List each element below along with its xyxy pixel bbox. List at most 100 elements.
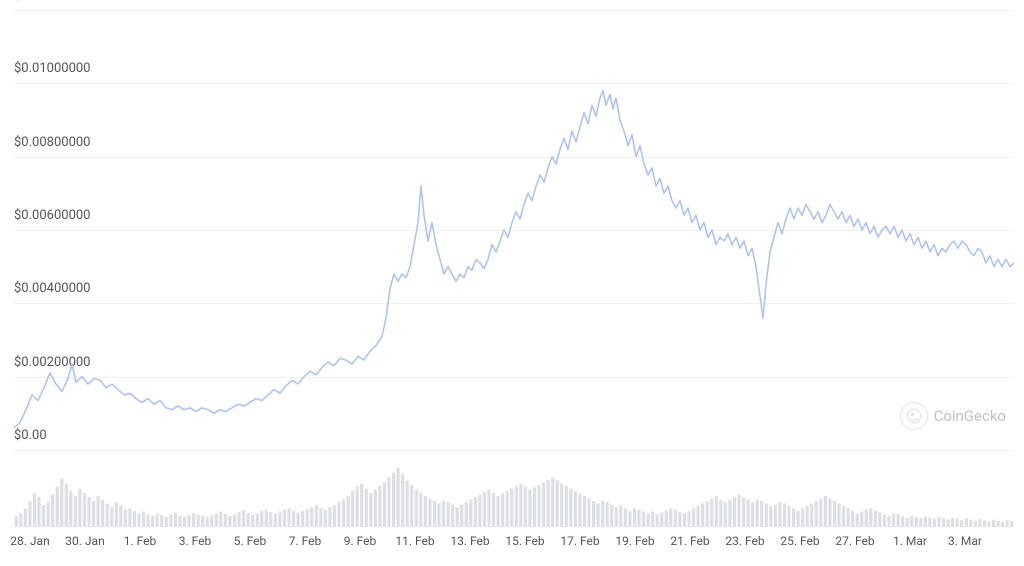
- volume-bar: [928, 518, 931, 527]
- volume-bar: [601, 501, 604, 527]
- volume-bar: [937, 517, 940, 527]
- volume-bar: [428, 499, 431, 527]
- volume-bar: [778, 502, 781, 527]
- volume-bar: [565, 486, 568, 527]
- volume-bar: [374, 490, 377, 527]
- volume-bar: [278, 512, 281, 528]
- volume-bar: [769, 506, 772, 527]
- volume-bar: [65, 484, 68, 527]
- volume-bar: [742, 497, 745, 527]
- volume-bar: [783, 503, 786, 527]
- x-tick-label: 25. Feb: [780, 534, 819, 548]
- volume-bar: [574, 491, 577, 527]
- volume-bar: [447, 502, 450, 527]
- volume-plot-region[interactable]: [14, 465, 1014, 527]
- volume-bar: [874, 511, 877, 527]
- volume-bar: [583, 496, 586, 527]
- volume-bar: [542, 482, 545, 527]
- volume-bar: [265, 510, 268, 527]
- x-tick-label: 9. Feb: [344, 534, 377, 548]
- volume-bar: [215, 513, 218, 527]
- volume-bar: [665, 510, 668, 527]
- volume-bar: [606, 502, 609, 527]
- volume-bar: [637, 510, 640, 527]
- volume-bar: [297, 513, 300, 527]
- volume-bar: [965, 518, 968, 527]
- volume-bar: [597, 503, 600, 527]
- volume-bar: [378, 486, 381, 527]
- volume-bar: [347, 496, 350, 527]
- volume-bar: [497, 496, 500, 527]
- volume-bar: [178, 516, 181, 527]
- x-tick-label: 5. Feb: [234, 534, 267, 548]
- x-tick-label: 28. Jan: [10, 534, 49, 548]
- price-chart-container: $0.01200000$0.01000000$0.00800000$0.0060…: [0, 0, 1024, 566]
- volume-bar: [833, 501, 836, 527]
- volume-bar: [1010, 521, 1013, 527]
- volume-bar: [587, 499, 590, 528]
- price-plot-region[interactable]: [14, 10, 1014, 450]
- volume-bar: [201, 516, 204, 527]
- volume-bar: [787, 506, 790, 527]
- volume-bar: [60, 479, 63, 527]
- volume-bar: [828, 499, 831, 528]
- volume-bar: [306, 509, 309, 527]
- x-tick-label: 15. Feb: [505, 534, 544, 548]
- volume-bar: [401, 474, 404, 527]
- volume-bar: [801, 508, 804, 527]
- volume-bar: [847, 508, 850, 527]
- volume-bar: [187, 515, 190, 527]
- volume-bar: [901, 517, 904, 528]
- volume-bar: [906, 518, 909, 527]
- volume-bar: [310, 507, 313, 527]
- volume-bar: [51, 495, 54, 527]
- volume-bar: [733, 497, 736, 527]
- volume-bar: [42, 505, 45, 527]
- volume-bar: [219, 512, 222, 528]
- volume-bar: [451, 505, 454, 527]
- volume-bar: [819, 499, 822, 528]
- volume-bar: [719, 500, 722, 527]
- volume-bar: [997, 521, 1000, 527]
- volume-bar: [706, 501, 709, 527]
- volume-bar: [797, 511, 800, 527]
- volume-bar: [274, 513, 277, 527]
- volume-bar: [969, 520, 972, 527]
- volume-bar: [519, 484, 522, 527]
- volume-bar: [319, 508, 322, 527]
- volume-bar: [383, 482, 386, 527]
- volume-bar: [124, 510, 127, 527]
- volume-bar: [551, 477, 554, 527]
- volume-bar: [924, 517, 927, 528]
- volume-bar: [974, 521, 977, 527]
- volume-bar: [765, 503, 768, 527]
- volume-bar: [992, 520, 995, 527]
- volume-bar: [869, 508, 872, 527]
- volume-bar: [97, 496, 100, 527]
- volume-bar: [537, 485, 540, 527]
- volume-bar: [560, 484, 563, 527]
- volume-bar: [197, 515, 200, 527]
- volume-bar: [301, 511, 304, 527]
- x-tick-label: 27. Feb: [835, 534, 874, 548]
- volume-bar: [151, 516, 154, 527]
- volume-bar: [356, 487, 359, 527]
- x-tick-label: 17. Feb: [560, 534, 599, 548]
- volume-bar: [806, 506, 809, 527]
- x-tick-label: 1. Feb: [124, 534, 157, 548]
- volume-bar: [83, 493, 86, 527]
- volume-bar: [110, 507, 113, 527]
- volume-bar: [528, 490, 531, 527]
- volume-bar: [933, 519, 936, 527]
- volume-bar: [192, 513, 195, 527]
- volume-bar: [951, 518, 954, 527]
- x-tick-label: 3. Mar: [948, 534, 982, 548]
- x-tick-label: 1. Mar: [893, 534, 927, 548]
- volume-bar: [615, 507, 618, 527]
- volume-bar: [106, 503, 109, 527]
- volume-bar: [628, 511, 631, 527]
- volume-bar: [687, 511, 690, 527]
- volume-bar: [633, 508, 636, 527]
- volume-bar: [674, 510, 677, 527]
- volume-bar: [887, 516, 890, 527]
